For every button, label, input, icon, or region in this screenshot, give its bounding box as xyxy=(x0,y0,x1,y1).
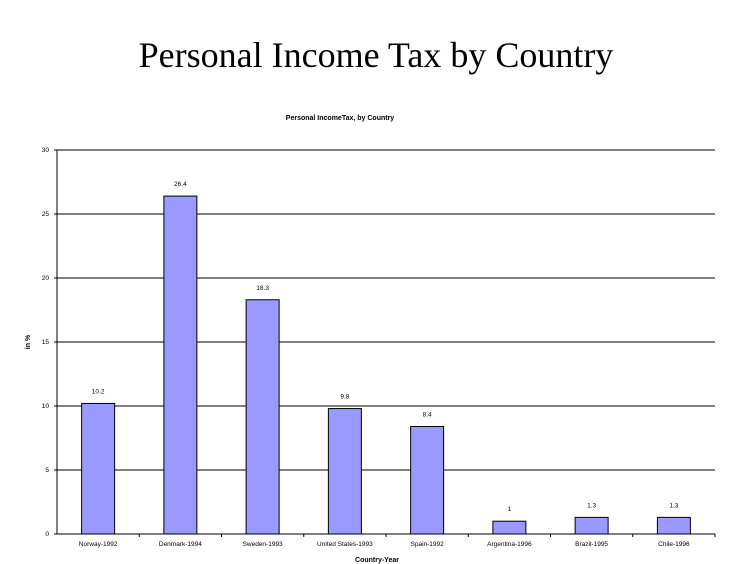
x-tick-label: United States-1993 xyxy=(317,541,373,548)
y-tick-label: 15 xyxy=(42,339,50,346)
bar xyxy=(163,195,198,535)
bar xyxy=(327,408,362,535)
axes: 0 5 10 15 20 25 30 Norway-1992 Denmark-1994 Swede… xyxy=(42,147,716,548)
x-tick-label: Argentina-1996 xyxy=(487,541,532,548)
bar-value-label: 10.2 xyxy=(92,388,105,395)
y-tick-label: 20 xyxy=(42,275,50,282)
y-tick-label: 10 xyxy=(42,403,50,410)
x-tick-label: Sweden-1993 xyxy=(243,541,283,548)
bar-value-label: 9.8 xyxy=(340,394,349,401)
slide-title: Personal Income Tax by Country xyxy=(138,35,614,75)
y-tick-label: 5 xyxy=(45,467,49,474)
bar xyxy=(410,425,445,535)
bar-value-label: 1 xyxy=(508,506,512,513)
bars xyxy=(81,195,691,535)
bar-value-label: 1.3 xyxy=(587,502,596,509)
y-tick-label: 25 xyxy=(42,211,50,218)
bar xyxy=(245,299,280,535)
y-tick-label: 30 xyxy=(42,147,50,154)
bar-value-label: 1.3 xyxy=(669,502,678,509)
x-tick-label: Chile-1996 xyxy=(658,541,690,548)
gridlines xyxy=(57,149,715,471)
bar xyxy=(492,520,527,535)
y-tick-label: 0 xyxy=(45,531,49,538)
x-axis-title: Country-Year xyxy=(355,557,399,564)
data-labels: 10.2 26.4 18.3 9.8 8.4 1 1.3 1.3 xyxy=(92,181,679,513)
bar xyxy=(81,402,116,535)
bar-value-label: 26.4 xyxy=(174,181,187,188)
bar xyxy=(656,516,691,535)
y-axis-title: in % xyxy=(25,334,32,349)
x-tick-label: Brazil-1995 xyxy=(575,541,608,548)
x-tick-label: Norway-1992 xyxy=(79,541,118,548)
x-tick-label: Spain-1992 xyxy=(411,541,445,548)
bar-value-label: 8.4 xyxy=(423,411,432,418)
chart-title: Personal IncomeTax, by Country xyxy=(286,115,395,122)
bar xyxy=(574,516,609,535)
x-tick-label: Denmark-1994 xyxy=(159,541,202,548)
bar-value-label: 18.3 xyxy=(256,285,269,292)
